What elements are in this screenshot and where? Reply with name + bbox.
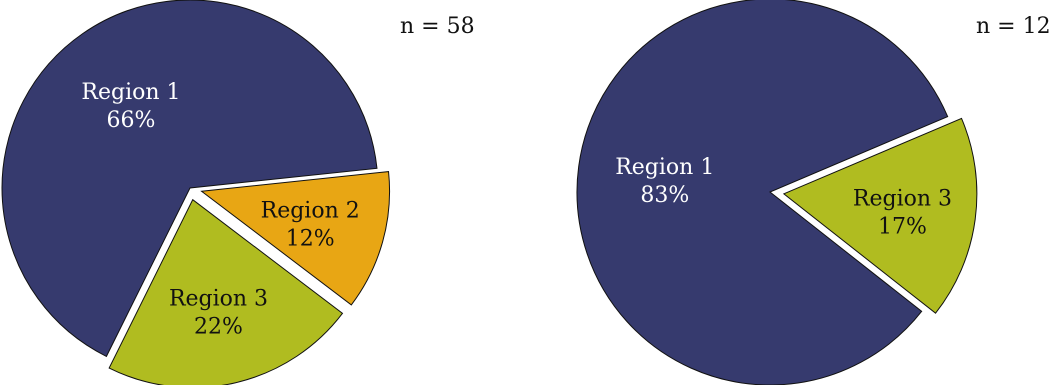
slice-percent-label: 83%	[640, 183, 689, 208]
pie-chart-right: Region 1 83% Region 3 17% n = 12	[576, 0, 1051, 386]
pie-slice-region-3	[782, 117, 978, 314]
pie-slice-region-1	[576, 0, 949, 386]
slice-percent-label: 12%	[286, 227, 335, 252]
slice-name-label: Region 2	[261, 199, 360, 224]
slice-name-label: Region 3	[169, 287, 268, 312]
slice-percent-label: 17%	[878, 215, 927, 240]
slice-name-label: Region 1	[615, 155, 714, 180]
pie-chart-left: Region 1 66% Region 2 12% Region 3 22% n = 58	[1, 0, 475, 389]
slice-name-label: Region 3	[853, 187, 952, 212]
slice-name-label: Region 1	[81, 80, 180, 105]
pie-slice-region-1	[1, 0, 378, 358]
sample-size-label-left: n = 58	[400, 14, 475, 39]
sample-size-label-right: n = 12	[976, 14, 1051, 39]
pie-slice-region-3	[108, 198, 344, 389]
slice-percent-label: 66%	[107, 108, 156, 133]
pie-slice-region-2	[200, 171, 391, 306]
slice-percent-label: 22%	[194, 315, 243, 340]
